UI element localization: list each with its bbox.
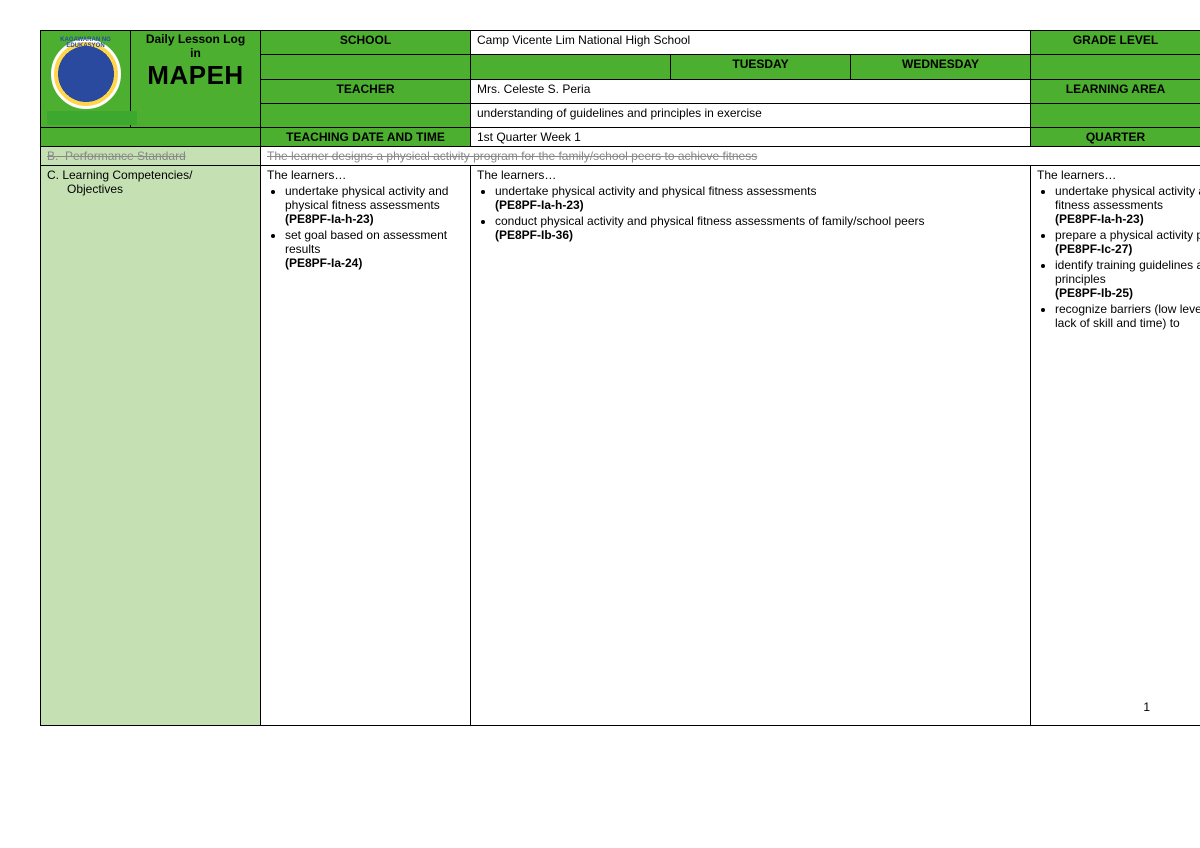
learners-intro: The learners… <box>267 168 464 182</box>
page-number: 1 <box>1143 700 1150 714</box>
label-grade-level: GRADE LEVEL <box>1031 31 1200 55</box>
lc-tue-wed: The learners… undertake physical activit… <box>471 166 1031 726</box>
spacer-2 <box>471 55 671 79</box>
spacer-1 <box>261 55 471 79</box>
spacer-3 <box>1031 55 1200 79</box>
list-item: undertake physical activity and physical… <box>495 184 1024 212</box>
list-item: undertake physical activity and physical… <box>1055 184 1200 226</box>
learners-intro: The learners… <box>477 168 1024 182</box>
spacer-5 <box>1031 103 1200 127</box>
lc-monday: The learners… undertake physical activit… <box>261 166 471 726</box>
logo-cell: KAGAWARAN NG EDUKASYON <box>41 31 131 128</box>
lesson-log-table: KAGAWARAN NG EDUKASYON Daily Lesson Log … <box>40 30 1200 726</box>
lc-friday: The learners… undertake physical activit… <box>1031 166 1200 726</box>
document-page: KAGAWARAN NG EDUKASYON Daily Lesson Log … <box>0 0 1200 726</box>
list-item: identify training guidelines and FITT pr… <box>1055 258 1200 300</box>
row-performance-standard: B. Performance Standard <box>41 147 261 166</box>
label-teaching-date: TEACHING DATE AND TIME <box>261 128 471 147</box>
value-teaching-date: 1st Quarter Week 1 <box>471 128 1031 147</box>
title-cell: Daily Lesson Log in MAPEH <box>131 31 261 128</box>
list-item: prepare a physical activity program(PE8P… <box>1055 228 1200 256</box>
title-line2: in <box>137 47 254 61</box>
spacer-4 <box>261 103 471 127</box>
label-quarter: QUARTER <box>1031 128 1200 147</box>
day-wednesday: WEDNESDAY <box>851 55 1031 79</box>
list-item: set goal based on assessment results(PE8… <box>285 228 464 270</box>
content-partial: understanding of guidelines and principl… <box>471 103 1031 127</box>
list-item: recognize barriers (low level of fitness… <box>1055 302 1200 330</box>
list-item: undertake physical activity and physical… <box>285 184 464 226</box>
spacer-7 <box>41 128 261 147</box>
value-teacher: Mrs. Celeste S. Peria <box>471 79 1031 103</box>
title-line3: MAPEH <box>137 61 254 91</box>
label-learning-area: LEARNING AREA <box>1031 79 1200 103</box>
label-teacher: TEACHER <box>261 79 471 103</box>
value-performance-standard: The learner designs a physical activity … <box>261 147 1200 166</box>
day-tuesday: TUESDAY <box>671 55 851 79</box>
list-item: conduct physical activity and physical f… <box>495 214 1024 242</box>
learners-intro: The learners… <box>1037 168 1200 182</box>
deped-logo: KAGAWARAN NG EDUKASYON <box>51 39 121 109</box>
title-line1: Daily Lesson Log <box>137 33 254 47</box>
row-learning-competencies: C. Learning Competencies/ Objectives <box>41 166 261 726</box>
label-school: SCHOOL <box>261 31 471 55</box>
value-school: Camp Vicente Lim National High School <box>471 31 1031 55</box>
